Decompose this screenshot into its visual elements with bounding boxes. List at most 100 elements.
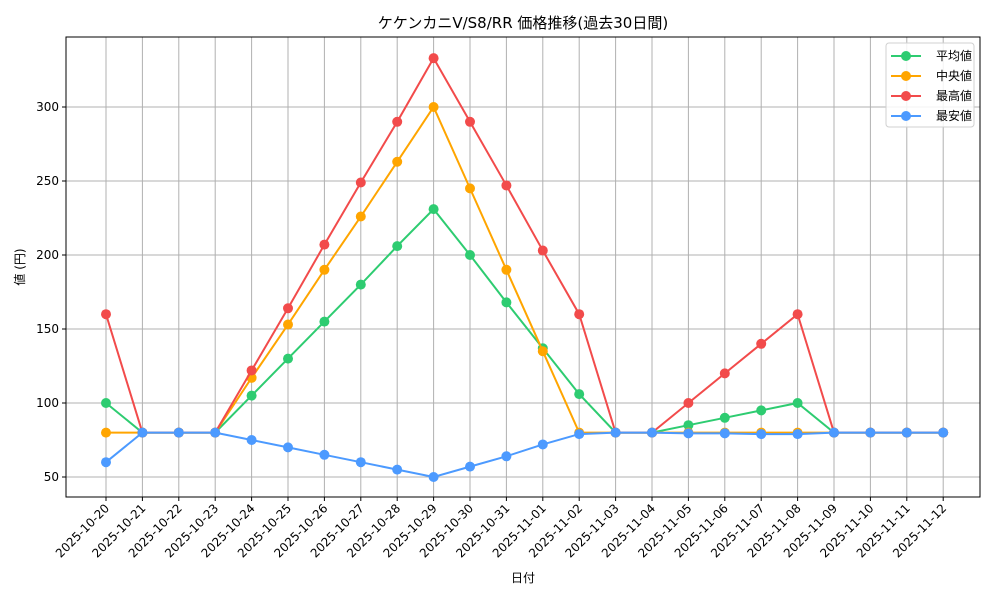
data-point <box>465 250 475 260</box>
data-point <box>319 239 330 250</box>
data-point <box>465 461 475 472</box>
x-axis: 2025-10-202025-10-212025-10-222025-10-23… <box>53 497 949 560</box>
data-point <box>137 427 148 438</box>
y-tick-label: 200 <box>36 248 59 262</box>
data-point <box>501 451 512 462</box>
y-tick-label: 150 <box>36 322 59 336</box>
data-point <box>392 241 403 252</box>
data-point <box>792 309 803 320</box>
legend-marker-icon <box>901 91 911 101</box>
data-point <box>938 427 949 438</box>
data-point <box>428 472 439 482</box>
data-point <box>355 457 366 468</box>
series-3 <box>101 427 949 482</box>
data-point <box>574 429 585 440</box>
data-point <box>683 428 694 439</box>
data-point <box>465 116 475 127</box>
data-point <box>537 346 548 357</box>
y-axis-label: 値 (円) <box>12 248 27 285</box>
data-point <box>501 297 512 308</box>
data-point <box>283 442 293 453</box>
data-point <box>319 449 330 460</box>
data-point <box>101 309 111 320</box>
series-2 <box>101 53 949 438</box>
data-point <box>101 457 111 468</box>
data-point <box>210 427 221 438</box>
data-point <box>283 303 293 314</box>
data-point <box>537 245 548 256</box>
plot-frame <box>65 36 981 498</box>
legend-marker-icon <box>901 111 911 121</box>
grid-lines <box>66 37 980 497</box>
data-point <box>792 429 803 440</box>
data-point <box>537 439 548 450</box>
series-line <box>106 104 944 434</box>
data-point <box>246 365 257 376</box>
data-point <box>647 427 657 438</box>
legend-item: 中央値 <box>891 68 972 83</box>
legend-item: 最安値 <box>891 108 972 123</box>
chart-title: ケケンカニV/S8/RR 価格推移(過去30日間) <box>378 14 668 32</box>
data-point <box>246 435 257 445</box>
y-tick-label: 50 <box>44 470 59 484</box>
series-line <box>105 56 944 434</box>
data-point <box>319 316 330 327</box>
data-point <box>683 398 694 408</box>
legend-label: 中央値 <box>936 68 972 83</box>
data-point <box>574 389 585 400</box>
data-point <box>719 412 730 423</box>
y-tick-label: 300 <box>36 100 59 114</box>
legend-label: 最安値 <box>936 108 972 123</box>
data-point <box>865 427 876 438</box>
data-point <box>428 53 439 64</box>
data-point <box>829 427 839 438</box>
data-point <box>355 279 366 290</box>
data-point <box>792 398 803 408</box>
data-point <box>756 429 767 440</box>
data-point <box>283 319 293 330</box>
x-axis-label: 日付 <box>511 571 535 585</box>
data-point <box>610 427 621 438</box>
data-point <box>392 464 403 475</box>
data-point <box>756 405 767 416</box>
data-point <box>392 156 403 167</box>
legend-item: 平均値 <box>891 48 972 63</box>
series-0 <box>101 204 949 438</box>
y-tick-label: 250 <box>36 174 59 188</box>
data-point <box>392 116 403 127</box>
legend-label: 平均値 <box>936 48 972 63</box>
legend-marker-icon <box>901 71 911 81</box>
series-line <box>105 431 944 479</box>
y-tick-label: 100 <box>36 396 59 410</box>
data-point <box>319 264 330 275</box>
data-point <box>719 368 730 379</box>
data-point <box>355 211 366 222</box>
series-1 <box>101 102 949 438</box>
data-point <box>283 353 293 364</box>
data-point <box>574 309 585 320</box>
data-point <box>683 420 694 431</box>
series-line <box>105 207 944 434</box>
data-point <box>501 180 512 191</box>
legend-item: 最高値 <box>891 88 972 103</box>
legend-marker-icon <box>901 51 911 61</box>
data-point <box>465 183 475 194</box>
data-point <box>901 427 912 438</box>
data-point <box>101 427 111 438</box>
y-axis: 50 100 150 200 250 300 <box>36 100 66 484</box>
legend-box <box>885 42 975 128</box>
data-point <box>428 204 439 215</box>
series-layer <box>101 53 949 482</box>
data-point <box>246 390 257 401</box>
data-point <box>428 102 439 112</box>
data-point <box>355 177 366 188</box>
data-point <box>173 427 184 438</box>
data-point <box>719 428 730 439</box>
data-point <box>501 264 512 275</box>
data-point <box>101 398 111 408</box>
legend-label: 最高値 <box>936 88 972 103</box>
data-point <box>756 338 767 349</box>
